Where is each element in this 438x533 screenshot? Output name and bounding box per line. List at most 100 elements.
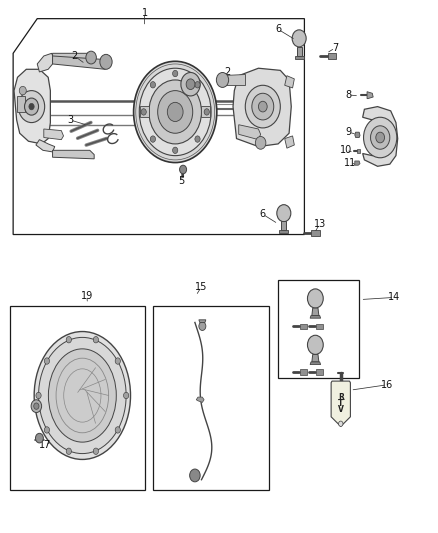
Circle shape <box>258 101 267 112</box>
Circle shape <box>44 358 49 364</box>
Circle shape <box>86 51 96 64</box>
Text: 19: 19 <box>81 291 93 301</box>
Polygon shape <box>53 53 92 61</box>
Circle shape <box>141 109 146 115</box>
Text: 3: 3 <box>67 115 73 125</box>
Ellipse shape <box>34 332 131 459</box>
Polygon shape <box>363 107 398 166</box>
Circle shape <box>277 205 291 222</box>
Text: 6: 6 <box>275 25 281 34</box>
Circle shape <box>252 93 274 120</box>
Circle shape <box>149 80 201 144</box>
Text: R: R <box>338 393 344 401</box>
Circle shape <box>371 126 390 149</box>
Polygon shape <box>300 324 307 329</box>
Polygon shape <box>357 149 360 153</box>
Text: 15: 15 <box>195 282 208 292</box>
Polygon shape <box>44 129 64 140</box>
Polygon shape <box>239 125 261 140</box>
Circle shape <box>66 336 71 343</box>
Text: 8: 8 <box>345 90 351 100</box>
Circle shape <box>376 132 385 143</box>
Polygon shape <box>295 56 304 59</box>
Polygon shape <box>311 230 320 236</box>
Circle shape <box>158 91 193 133</box>
Polygon shape <box>312 308 319 316</box>
Polygon shape <box>300 369 307 375</box>
Polygon shape <box>53 56 107 69</box>
Circle shape <box>34 403 39 409</box>
Text: 9: 9 <box>345 127 351 137</box>
Circle shape <box>139 68 211 156</box>
Polygon shape <box>201 106 210 117</box>
Polygon shape <box>355 132 360 138</box>
Circle shape <box>93 448 99 455</box>
Circle shape <box>124 392 129 399</box>
Circle shape <box>36 392 41 399</box>
Circle shape <box>190 469 200 482</box>
Circle shape <box>44 427 49 433</box>
Circle shape <box>339 421 343 426</box>
Circle shape <box>186 79 195 90</box>
Circle shape <box>195 136 200 142</box>
Circle shape <box>292 30 306 47</box>
Polygon shape <box>316 324 323 329</box>
Polygon shape <box>367 92 373 99</box>
Circle shape <box>307 289 323 308</box>
Polygon shape <box>37 53 55 72</box>
Polygon shape <box>53 150 94 159</box>
Circle shape <box>134 61 217 163</box>
Circle shape <box>100 54 112 69</box>
Text: 16: 16 <box>381 380 393 390</box>
Polygon shape <box>355 161 360 165</box>
Circle shape <box>173 147 178 154</box>
Polygon shape <box>297 47 302 56</box>
Polygon shape <box>285 136 294 148</box>
Polygon shape <box>36 140 55 152</box>
Circle shape <box>29 103 34 110</box>
Circle shape <box>25 98 39 115</box>
Text: 2: 2 <box>225 67 231 77</box>
Text: 5: 5 <box>179 176 185 186</box>
Polygon shape <box>310 316 321 318</box>
Circle shape <box>19 86 26 95</box>
Polygon shape <box>223 74 245 85</box>
Ellipse shape <box>48 349 116 442</box>
Circle shape <box>216 72 229 87</box>
Circle shape <box>150 136 155 142</box>
Circle shape <box>180 165 187 174</box>
Circle shape <box>150 82 155 88</box>
Circle shape <box>204 109 209 115</box>
Polygon shape <box>199 320 206 322</box>
Circle shape <box>195 82 200 88</box>
Circle shape <box>31 400 42 413</box>
Circle shape <box>66 448 71 455</box>
Text: 14: 14 <box>388 293 400 302</box>
Circle shape <box>199 322 206 330</box>
Polygon shape <box>331 381 350 426</box>
Text: 4: 4 <box>172 72 178 82</box>
Circle shape <box>167 102 183 122</box>
Text: 11: 11 <box>344 158 357 167</box>
Circle shape <box>173 70 178 77</box>
Circle shape <box>115 358 120 364</box>
Text: 18: 18 <box>32 403 45 413</box>
Polygon shape <box>312 354 319 362</box>
Text: 6: 6 <box>260 209 266 219</box>
Circle shape <box>245 85 280 128</box>
Polygon shape <box>14 69 50 144</box>
Text: T: T <box>338 399 343 408</box>
Circle shape <box>93 336 99 343</box>
Circle shape <box>364 117 397 158</box>
Circle shape <box>18 91 45 123</box>
Text: 7: 7 <box>332 43 338 53</box>
Text: 12: 12 <box>377 133 389 142</box>
Polygon shape <box>285 76 294 88</box>
Text: 17: 17 <box>39 440 52 450</box>
Polygon shape <box>281 221 286 230</box>
Text: 10: 10 <box>340 146 352 155</box>
Polygon shape <box>233 68 291 147</box>
Polygon shape <box>196 397 204 402</box>
Polygon shape <box>328 53 336 59</box>
Polygon shape <box>279 230 288 233</box>
